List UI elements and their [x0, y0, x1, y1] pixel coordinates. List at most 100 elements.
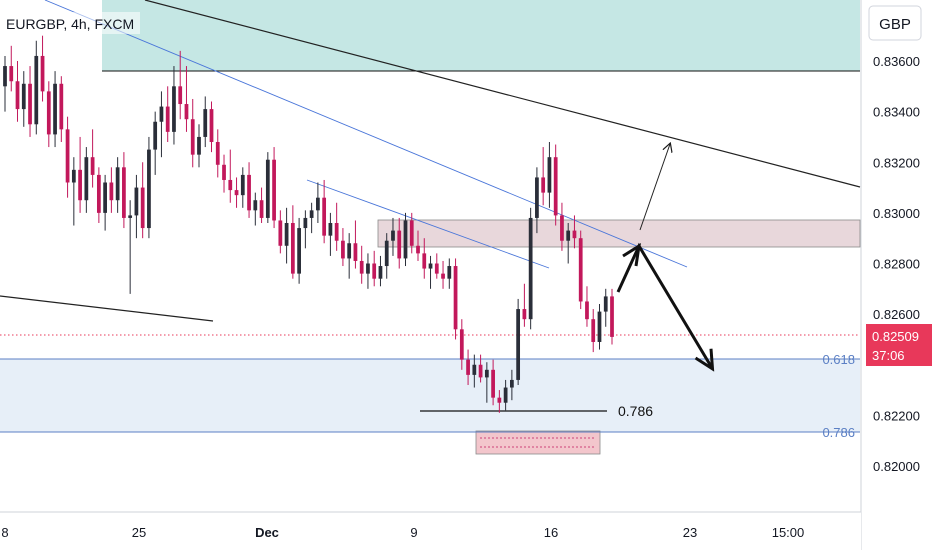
candle-body[interactable] [109, 182, 114, 201]
candle-body[interactable] [547, 157, 552, 193]
candle-body[interactable] [153, 121, 158, 150]
trendline-upper[interactable] [144, 0, 861, 188]
candle-body[interactable] [585, 301, 589, 320]
candle-body[interactable] [59, 83, 64, 130]
candle-body[interactable] [122, 167, 126, 218]
candle-body[interactable] [409, 220, 414, 246]
candle-body[interactable] [40, 55, 45, 92]
candle-body[interactable] [341, 240, 345, 259]
candle-body[interactable] [203, 109, 208, 137]
candle-body[interactable] [115, 167, 120, 201]
candle-body[interactable] [334, 223, 339, 241]
candle-body[interactable] [259, 200, 264, 218]
candle-body[interactable] [309, 210, 314, 218]
candle-body[interactable] [278, 220, 283, 246]
candle-body[interactable] [497, 397, 502, 403]
candle-body[interactable] [147, 149, 151, 229]
candle-body[interactable] [397, 230, 402, 259]
candle-body[interactable] [416, 245, 420, 254]
candle-body[interactable] [453, 266, 458, 330]
candle-body[interactable] [240, 174, 245, 196]
candle-body[interactable] [53, 83, 57, 135]
candle-body[interactable] [215, 142, 220, 165]
candle-body[interactable] [541, 177, 546, 193]
candle-body[interactable] [128, 215, 133, 218]
candle-body[interactable] [197, 136, 201, 155]
candle-body[interactable] [516, 309, 521, 380]
price-axis[interactable] [861, 0, 932, 550]
candle-body[interactable] [378, 266, 383, 279]
candle-body[interactable] [509, 379, 514, 388]
candle-body[interactable] [209, 109, 214, 142]
candle-body[interactable] [466, 359, 470, 375]
candle-body[interactable] [491, 369, 495, 398]
candle-body[interactable] [184, 104, 189, 120]
candle-body[interactable] [384, 240, 389, 267]
candle-body[interactable] [366, 263, 370, 274]
candle-body[interactable] [290, 223, 295, 274]
candle-body[interactable] [403, 220, 408, 259]
candle-body[interactable] [591, 319, 596, 342]
candle-body[interactable] [165, 106, 170, 132]
candle-body[interactable] [447, 266, 452, 279]
candle-body[interactable] [178, 86, 183, 105]
candle-body[interactable] [272, 159, 276, 221]
candle-body[interactable] [71, 169, 76, 183]
candle-body[interactable] [359, 260, 364, 274]
candle-body[interactable] [284, 223, 289, 246]
candle-body[interactable] [303, 217, 308, 229]
candle-body[interactable] [222, 164, 226, 180]
candle-body[interactable] [528, 217, 533, 320]
candle-body[interactable] [572, 230, 577, 239]
candle-body[interactable] [434, 263, 439, 274]
currency-button[interactable] [868, 5, 922, 41]
candle-body[interactable] [134, 187, 139, 216]
candle-body[interactable] [328, 223, 333, 236]
candle-body[interactable] [78, 169, 82, 201]
projection-path-down[interactable] [616, 242, 712, 368]
time-axis[interactable] [0, 512, 861, 550]
candle-body[interactable] [65, 129, 70, 183]
candle-body[interactable] [190, 119, 195, 155]
channel-line-lower[interactable] [306, 179, 550, 269]
candle-body[interactable] [234, 190, 239, 196]
candle-body[interactable] [9, 66, 14, 82]
candle-body[interactable] [96, 174, 101, 213]
candle-body[interactable] [140, 187, 145, 229]
candle-body[interactable] [3, 66, 7, 87]
candle-body[interactable] [428, 263, 433, 269]
candle-body[interactable] [247, 174, 251, 211]
candle-body[interactable] [46, 91, 51, 135]
candle-body[interactable] [21, 83, 26, 110]
candle-body[interactable] [228, 179, 233, 191]
candle-body[interactable] [297, 228, 301, 274]
candle-body[interactable] [28, 83, 32, 125]
candle-body[interactable] [478, 364, 483, 378]
candle-body[interactable] [316, 197, 320, 211]
candle-body[interactable] [84, 157, 89, 201]
candle-body[interactable] [322, 197, 327, 236]
candle-body[interactable] [522, 309, 527, 320]
channel-line-upper[interactable] [44, 0, 688, 268]
candle-body[interactable] [553, 157, 558, 216]
candle-body[interactable] [265, 159, 270, 218]
candle-body[interactable] [391, 230, 395, 241]
candle-body[interactable] [372, 263, 377, 279]
candle-body[interactable] [597, 311, 602, 342]
candle-body[interactable] [103, 182, 108, 213]
candle-body[interactable] [603, 296, 608, 312]
trendline-lower[interactable] [0, 295, 214, 322]
candle-body[interactable] [484, 369, 489, 378]
candle-body[interactable] [172, 86, 176, 132]
candle-body[interactable] [566, 230, 571, 241]
candle-body[interactable] [34, 55, 39, 125]
candle-body[interactable] [422, 253, 427, 269]
candle-body[interactable] [578, 238, 583, 302]
candle-body[interactable] [253, 200, 258, 211]
projection-arrow-up[interactable] [639, 144, 670, 231]
candle-body[interactable] [90, 157, 95, 175]
candle-body[interactable] [472, 364, 477, 375]
candle-body[interactable] [347, 243, 352, 259]
candle-body[interactable] [353, 243, 358, 261]
